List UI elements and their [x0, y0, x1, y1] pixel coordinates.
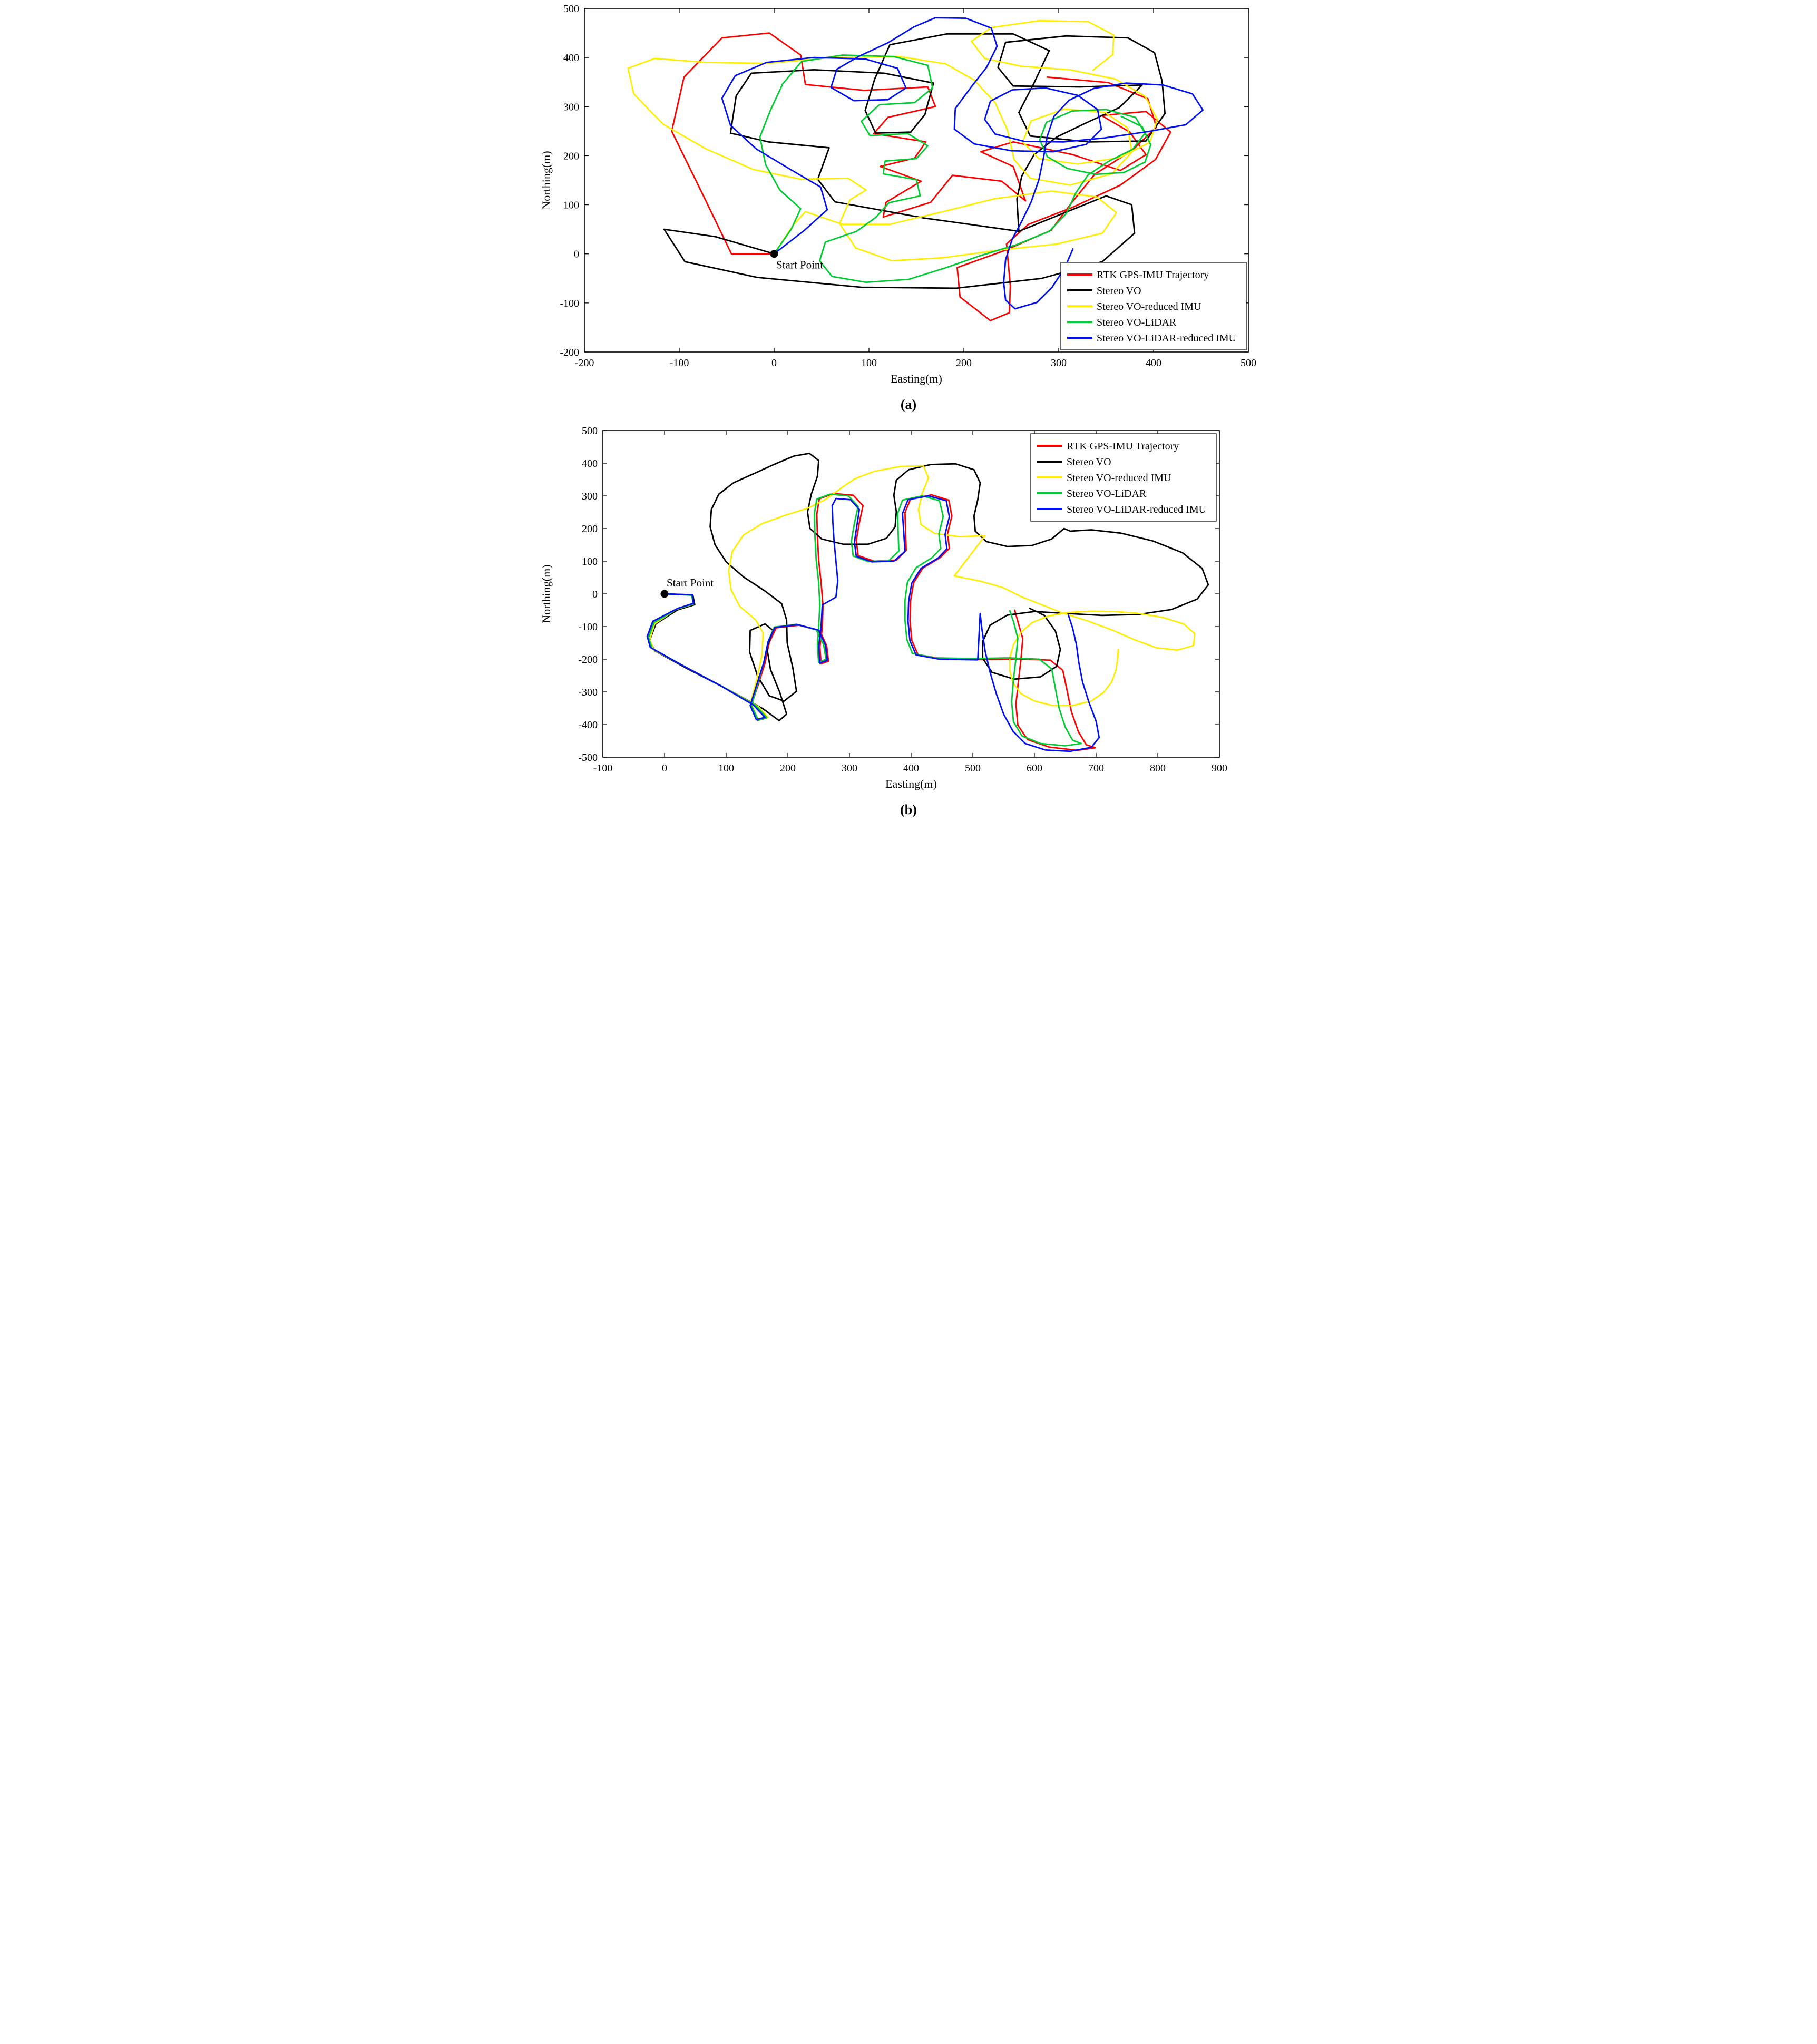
start-point-label: Start Point: [776, 259, 823, 271]
y-tick-label: 500: [582, 425, 598, 437]
legend: RTK GPS-IMU Trajectory Stereo VO Stereo VO…: [1030, 433, 1217, 522]
trajectory-2: [663, 33, 1166, 289]
legend-label: Stereo VO-reduced IMU: [1097, 301, 1201, 312]
y-tick-label: -200: [578, 654, 598, 666]
y-tick-label: -100: [578, 621, 598, 633]
x-tick-label: 200: [780, 762, 796, 774]
caption-a: (a): [900, 397, 917, 412]
y-tick-label: 100: [582, 556, 598, 568]
x-tick-label: 900: [1212, 762, 1227, 774]
y-tick-label: 0: [574, 249, 579, 260]
legend-label: Stereo VO-LiDAR-reduced IMU: [1097, 332, 1237, 344]
x-tick-label: 800: [1150, 762, 1166, 774]
y-tick-label: -400: [578, 719, 598, 731]
y-tick-label: 200: [563, 150, 579, 162]
legend-label: Stereo VO-LiDAR: [1097, 317, 1177, 328]
y-tick-label: 0: [592, 589, 598, 600]
caption-b: (b): [900, 802, 917, 817]
x-tick-label: -200: [575, 357, 594, 369]
y-tick-label: 300: [563, 101, 579, 113]
x-tick-label: 300: [1051, 357, 1067, 369]
legend-label: RTK GPS-IMU Trajectory: [1097, 269, 1209, 281]
legend: RTK GPS-IMU Trajectory Stereo VO Stereo VO…: [1060, 262, 1247, 350]
plot-b: -100 0 100 200 300 400 500 600 700 800 900 -500 -400…: [540, 425, 1227, 790]
x-tick-label: 600: [1027, 762, 1042, 774]
x-tick-label: -100: [593, 762, 613, 774]
x-axis-label: Easting(m): [885, 777, 937, 790]
y-tick-label: 500: [563, 3, 579, 15]
start-point-label: Start Point: [667, 576, 714, 589]
y-tick-label: -500: [578, 752, 598, 764]
x-tick-label: 100: [861, 357, 877, 369]
legend-label: RTK GPS-IMU Trajectory: [1067, 441, 1179, 452]
x-tick-label: 300: [842, 762, 857, 774]
legend-label: Stereo VO: [1097, 285, 1141, 297]
trajectory-3: [649, 465, 1196, 720]
x-tick-label: 700: [1088, 762, 1104, 774]
figure: -200 -100 0 100 200 300 400 500 -200 -100 0 100 200 3…: [540, 0, 1277, 828]
trajectory-4: [759, 54, 1151, 283]
trajectory-1: [647, 493, 1097, 751]
plot-b-wrap: -100 0 100 200 300 400 500 600 700 800 900 -500 -400…: [540, 423, 1277, 795]
x-tick-label: 100: [718, 762, 734, 774]
plot-a-wrap: -200 -100 0 100 200 300 400 500 -200 -100 0 100 200 3…: [540, 0, 1277, 389]
y-tick-label: 400: [582, 458, 598, 470]
x-tick-label: 500: [965, 762, 981, 774]
y-tick-label: 100: [563, 200, 579, 211]
y-tick-label: 200: [582, 523, 598, 535]
x-tick-label: 0: [771, 357, 777, 369]
trajectory-3: [627, 19, 1158, 262]
trajectory-5: [721, 17, 1204, 310]
start-point-marker: [660, 590, 669, 598]
y-tick-label: -300: [578, 687, 598, 698]
legend-label: Stereo VO: [1067, 456, 1111, 468]
trajectory-5: [646, 495, 1100, 752]
y-tick-label: -100: [560, 298, 579, 309]
legend-label: Stereo VO-LiDAR-reduced IMU: [1067, 504, 1207, 515]
x-tick-label: 400: [903, 762, 919, 774]
trajectory-1: [671, 32, 1171, 321]
y-axis-label: Northing(m): [540, 151, 553, 209]
x-tick-label: 400: [1146, 357, 1161, 369]
x-tick-label: 200: [956, 357, 972, 369]
legend-label: Stereo VO-reduced IMU: [1067, 472, 1171, 484]
x-tick-label: 0: [662, 762, 667, 774]
y-tick-label: -200: [560, 347, 579, 358]
axes-box: [584, 8, 1249, 353]
start-point-marker: [770, 250, 778, 258]
x-tick-label: 500: [1240, 357, 1256, 369]
legend-label: Stereo VO-LiDAR: [1067, 488, 1147, 500]
plot-a: -200 -100 0 100 200 300 400 500 -200 -100 0 100 200 3…: [540, 3, 1256, 385]
x-axis-label: Easting(m): [891, 372, 942, 385]
y-tick-label: 300: [582, 491, 598, 502]
x-tick-label: -100: [670, 357, 689, 369]
y-axis-label: Northing(m): [540, 564, 553, 623]
y-tick-label: 400: [563, 52, 579, 64]
